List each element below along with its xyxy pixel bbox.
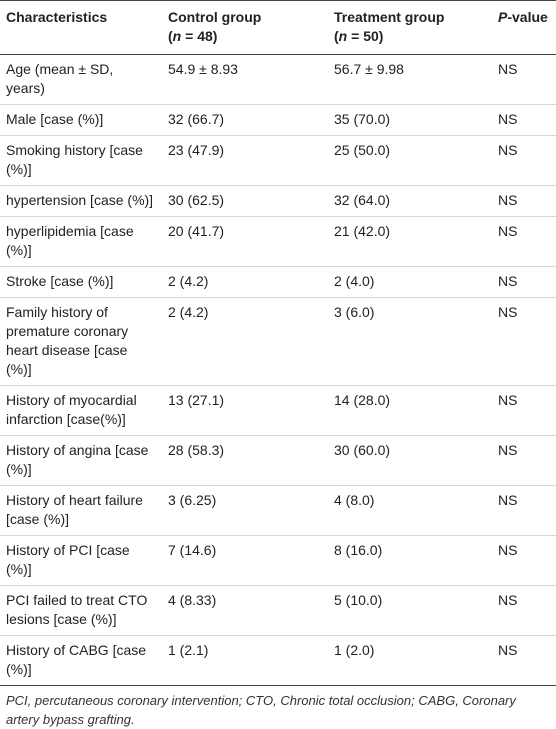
- table-row: Stroke [case (%)] 2 (4.2) 2 (4.0) NS: [0, 267, 556, 298]
- table-cell: NS: [498, 111, 518, 127]
- table-cell: 5 (10.0): [334, 592, 383, 608]
- table-cell: 25 (50.0): [334, 142, 391, 158]
- table-cell: History of CABG [case (%)]: [6, 642, 147, 677]
- header-text: Control group: [168, 9, 262, 25]
- header-text: -value: [507, 9, 548, 25]
- header-cell: Control group (n = 48): [162, 1, 328, 55]
- table-cell: 1 (2.0): [334, 642, 375, 658]
- table-cell: 14 (28.0): [334, 392, 391, 408]
- table-cell: Age (mean ± SD, years): [6, 61, 114, 96]
- table-cell: 54.9 ± 8.93: [168, 61, 238, 77]
- table-cell: NS: [498, 592, 518, 608]
- table-cell: NS: [498, 492, 518, 508]
- header-text: Treatment group: [334, 9, 445, 25]
- table-cell: 2 (4.0): [334, 273, 375, 289]
- table-cell: Smoking history [case (%)]: [6, 142, 143, 177]
- table-row: Age (mean ± SD, years) 54.9 ± 8.93 56.7 ± …: [0, 55, 556, 105]
- table-cell: hyperlipidemia [case (%)]: [6, 223, 134, 258]
- table-cell: 30 (60.0): [334, 442, 391, 458]
- table-row: History of PCI [case (%)] 7 (14.6) 8 (16.0…: [0, 536, 556, 586]
- table-cell: NS: [498, 392, 518, 408]
- table-cell: History of PCI [case (%)]: [6, 542, 130, 577]
- table-row: Family history of premature coronary hea…: [0, 298, 556, 386]
- table-row: Male [case (%)] 32 (66.7) 35 (70.0) NS: [0, 105, 556, 136]
- table-cell: 32 (66.7): [168, 111, 225, 127]
- data-table: Characteristics Control group (n = 48) Trea…: [0, 0, 556, 686]
- table-row: Smoking history [case (%)] 23 (47.9) 25 (5…: [0, 136, 556, 186]
- table-cell: Stroke [case (%)]: [6, 273, 114, 289]
- table-cell: History of heart failure [case (%)]: [6, 492, 143, 527]
- table-cell: 4 (8.33): [168, 592, 217, 608]
- header-cell: Treatment group (n = 50): [328, 1, 492, 55]
- table-cell: 30 (62.5): [168, 192, 225, 208]
- header-cell: P-value: [492, 1, 556, 55]
- table-row: History of CABG [case (%)] 1 (2.1) 1 (2.0)…: [0, 636, 556, 686]
- header-text: (: [168, 28, 173, 44]
- table-cell: 1 (2.1): [168, 642, 209, 658]
- table-cell: NS: [498, 642, 518, 658]
- table-row: hyperlipidemia [case (%)] 20 (41.7) 21 (42…: [0, 217, 556, 267]
- table-cell: NS: [498, 273, 518, 289]
- table-header: Characteristics Control group (n = 48) Trea…: [0, 0, 556, 55]
- table-cell: 56.7 ± 9.98: [334, 61, 404, 77]
- header-text: = 48): [181, 28, 218, 44]
- table-cell: 3 (6.0): [334, 304, 375, 320]
- table-cell: NS: [498, 442, 518, 458]
- table-cell: 20 (41.7): [168, 223, 225, 239]
- table-cell: NS: [498, 223, 518, 239]
- table-row: PCI failed to treat CTO lesions [case (%…: [0, 586, 556, 636]
- table-cell: History of myocardial infarction [case(%…: [6, 392, 137, 427]
- table-cell: 2 (4.2): [168, 273, 209, 289]
- table-row: History of heart failure [case (%)] 3 (6.…: [0, 486, 556, 536]
- table-cell: 13 (27.1): [168, 392, 225, 408]
- table-cell: 32 (64.0): [334, 192, 391, 208]
- table-body: Age (mean ± SD, years) 54.9 ± 8.93 56.7 ± …: [0, 55, 556, 686]
- table-cell: 7 (14.6): [168, 542, 217, 558]
- table-cell: NS: [498, 542, 518, 558]
- header-text: (: [334, 28, 339, 44]
- table-cell: 8 (16.0): [334, 542, 383, 558]
- header-text: n: [172, 28, 182, 44]
- header-text: n: [338, 28, 348, 44]
- table-cell: 35 (70.0): [334, 111, 391, 127]
- table-row: hypertension [case (%)] 30 (62.5) 32 (64.0…: [0, 186, 556, 217]
- table-cell: Family history of premature coronary hea…: [6, 304, 129, 377]
- table-row: History of myocardial infarction [case(%…: [0, 386, 556, 436]
- table-row: History of angina [case (%)] 28 (58.3) 30 …: [0, 436, 556, 486]
- table-cell: 28 (58.3): [168, 442, 225, 458]
- table-cell: NS: [498, 304, 518, 320]
- header-text: P: [498, 9, 508, 25]
- header-cell: Characteristics: [0, 1, 162, 55]
- table-cell: NS: [498, 142, 518, 158]
- table-cell: hypertension [case (%)]: [6, 192, 154, 208]
- header-row: Characteristics Control group (n = 48) Trea…: [0, 0, 556, 55]
- table-cell: Male [case (%)]: [6, 111, 104, 127]
- table-cell: NS: [498, 61, 518, 77]
- table-cell: 3 (6.25): [168, 492, 217, 508]
- table-cell: 4 (8.0): [334, 492, 375, 508]
- header-text: Characteristics: [6, 9, 108, 25]
- table-cell: 2 (4.2): [168, 304, 209, 320]
- table-cell: 23 (47.9): [168, 142, 225, 158]
- header-text: = 50): [347, 28, 384, 44]
- table-cell: History of angina [case (%)]: [6, 442, 149, 477]
- table-cell: 21 (42.0): [334, 223, 391, 239]
- table-cell: NS: [498, 192, 518, 208]
- table-cell: PCI failed to treat CTO lesions [case (%…: [6, 592, 148, 627]
